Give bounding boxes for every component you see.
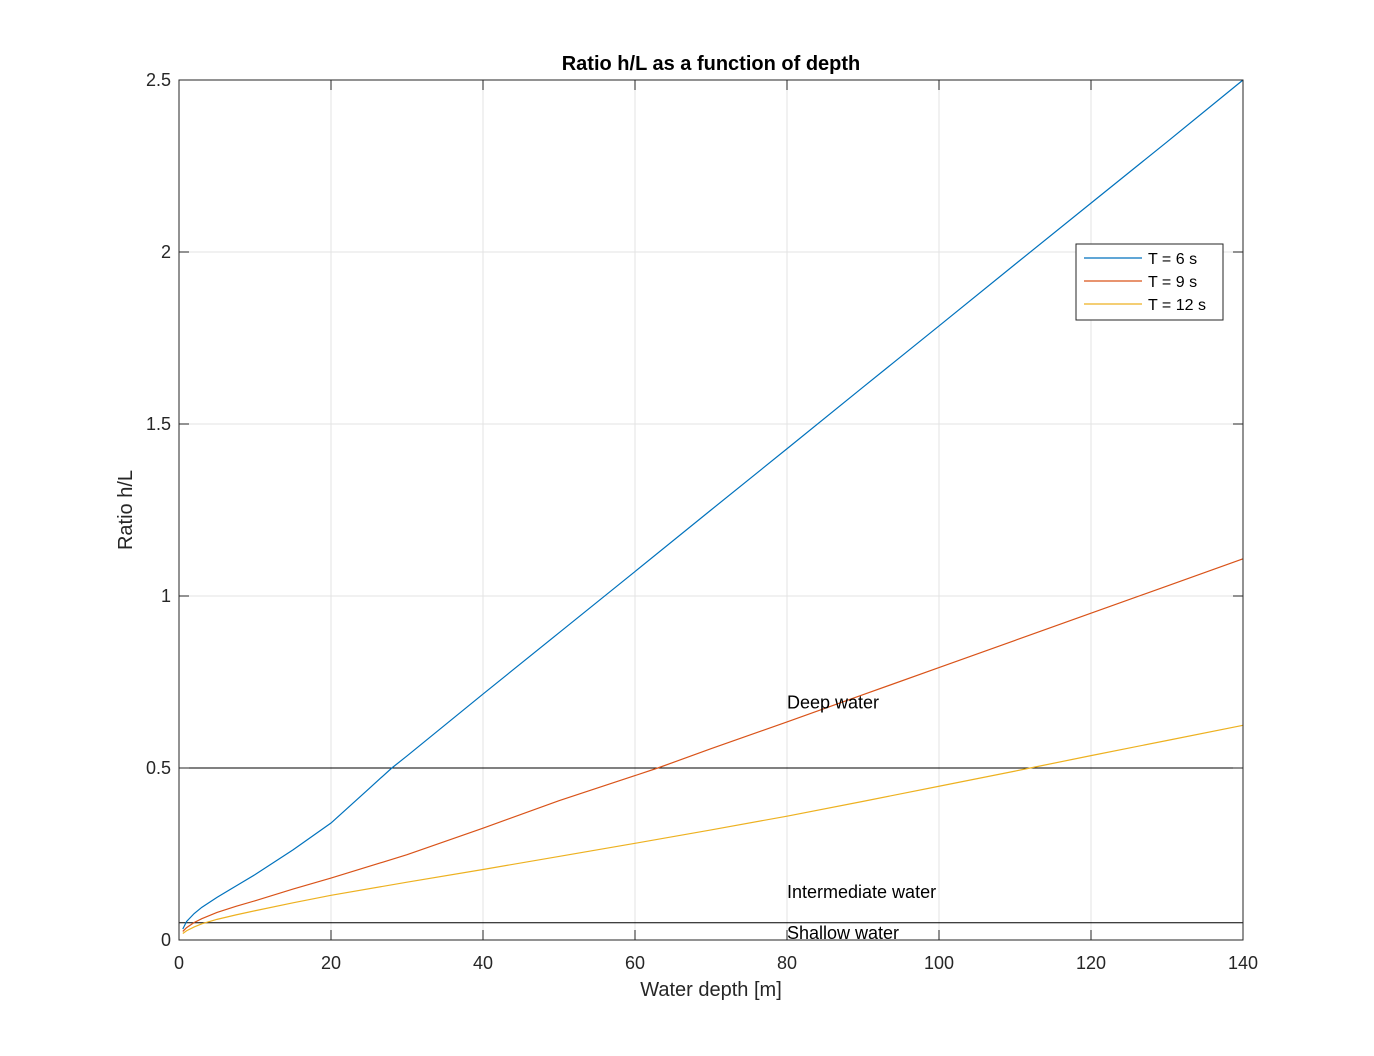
x-tick-label: 140 [1228,953,1258,973]
legend-label-1: T = 9 s [1148,274,1197,291]
annotation-1: Intermediate water [787,882,936,902]
y-tick-label: 2 [161,242,171,262]
annotations: Deep water Intermediate water Shallow wate… [787,693,936,943]
x-tick-label: 20 [321,953,341,973]
x-tick-label: 60 [625,953,645,973]
x-tick-label: 40 [473,953,493,973]
series-line-2 [182,724,1244,934]
y-axis-label: Ratio h/L [115,470,137,550]
series-line-1 [182,558,1244,932]
x-tick-label: 120 [1076,953,1106,973]
annotation-0: Deep water [787,693,879,713]
chart-title: Ratio h/L as a function of depth [562,53,861,75]
legend-label-0: T = 6 s [1148,251,1197,268]
legend: T = 6 s T = 9 s T = 12 s [1075,243,1224,321]
y-tick-label: 1.5 [146,414,171,434]
tick-marks [178,79,1244,941]
y-tick-label: 0.5 [146,758,171,778]
axes-box [178,79,1244,941]
reference-lines [179,767,1243,924]
x-tick-label: 100 [924,953,954,973]
legend-box [1075,243,1224,321]
series-line-0 [182,79,1244,930]
series-lines [182,79,1244,934]
y-tick-label: 0 [161,930,171,950]
y-tick-label: 2.5 [146,70,171,90]
x-tick-label: 0 [174,953,184,973]
y-tick-labels: 0 0.5 1 1.5 2 2.5 [146,70,171,950]
x-tick-label: 80 [777,953,797,973]
y-tick-label: 1 [161,586,171,606]
annotation-2: Shallow water [787,923,899,943]
x-tick-labels: 0 20 40 60 80 100 120 140 [174,953,1258,973]
x-axis-label: Water depth [m] [640,979,782,1001]
legend-label-2: T = 12 s [1148,297,1206,314]
